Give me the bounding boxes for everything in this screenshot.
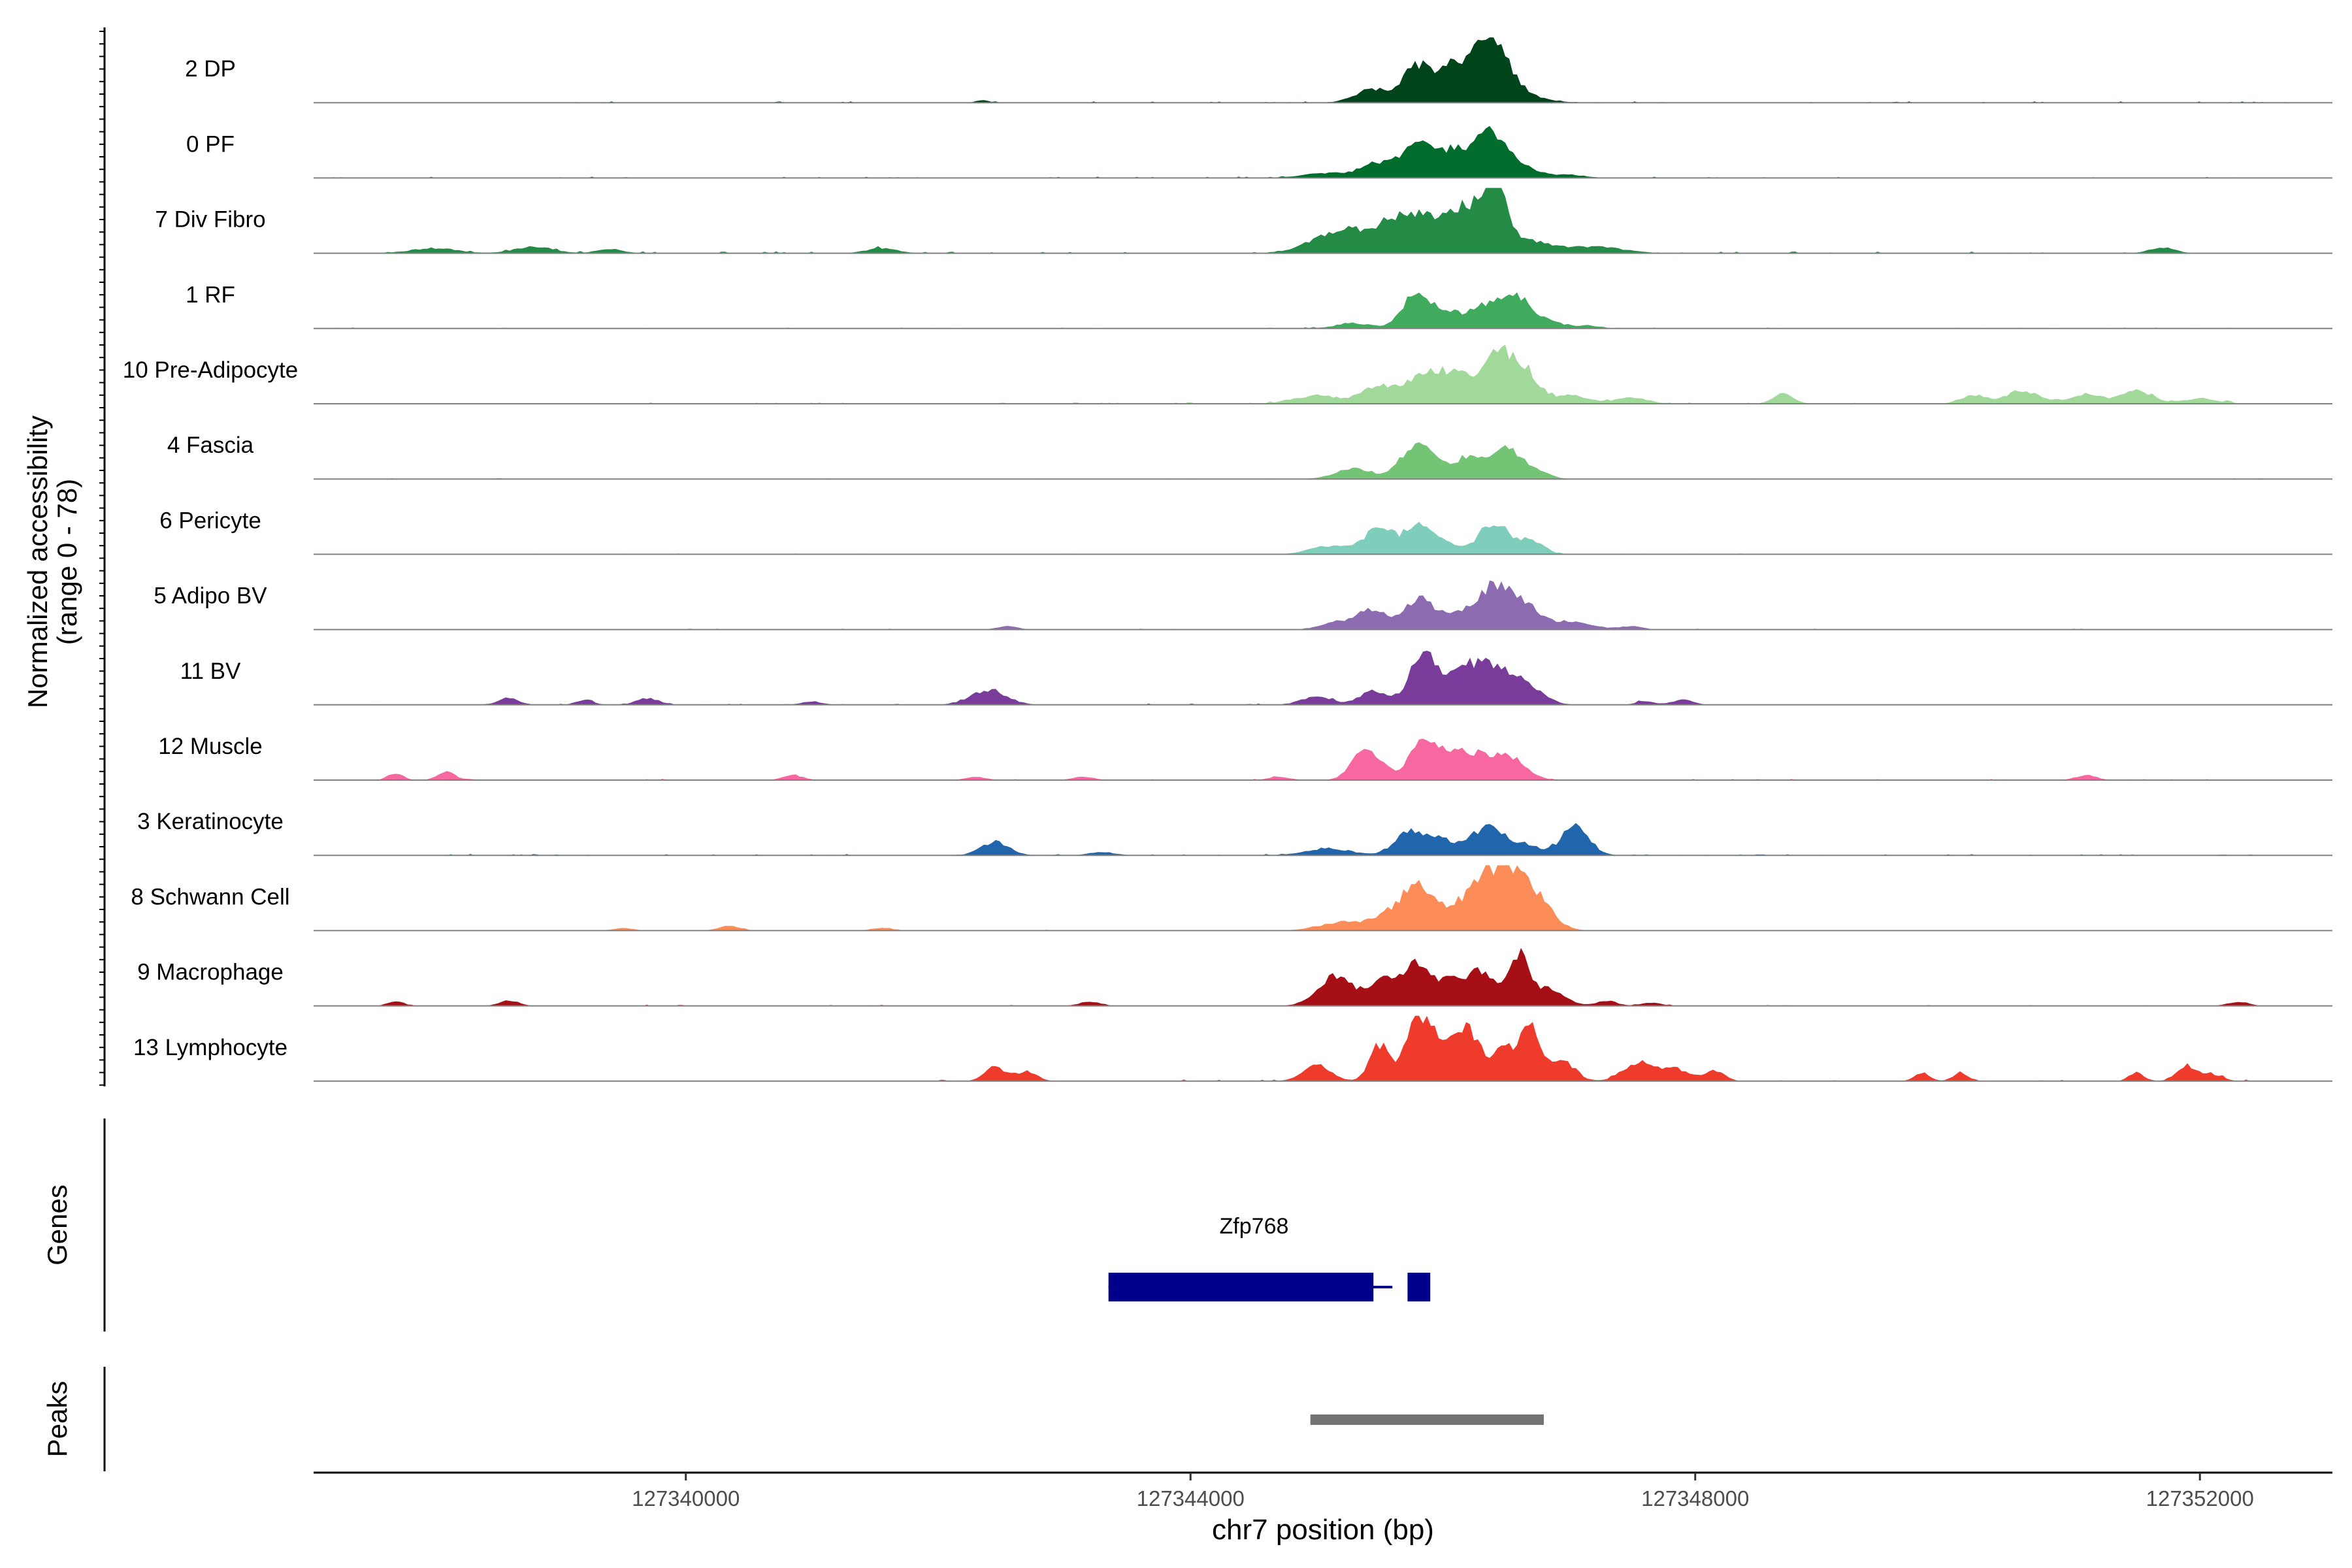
track-6: 6 Pericyte xyxy=(159,508,2332,555)
track-label: 4 Fascia xyxy=(167,433,254,458)
track-coverage-area xyxy=(314,37,2332,103)
track-12: 9 Macrophage xyxy=(137,947,2332,1007)
genes-panel-title: Genes xyxy=(42,1184,73,1266)
track-9: 12 Muscle xyxy=(158,734,2332,781)
gene-models: Zfp768 xyxy=(1108,1214,1431,1301)
track-coverage-area xyxy=(314,442,2332,480)
track-coverage-area xyxy=(314,947,2332,1006)
track-1: 0 PF xyxy=(186,125,2332,179)
track-coverage-area xyxy=(314,344,2332,404)
peaks-panel: Peaks xyxy=(42,1367,1544,1471)
track-label: 3 Keratinocyte xyxy=(137,809,284,834)
track-label: 5 Adipo BV xyxy=(154,583,267,609)
track-label: 11 BV xyxy=(180,659,241,684)
track-label: 8 Schwann Cell xyxy=(131,884,289,909)
track-label: 2 DP xyxy=(185,56,236,82)
track-11: 8 Schwann Cell xyxy=(131,865,2332,932)
peak-regions xyxy=(1310,1414,1544,1425)
gene-model: Zfp768 xyxy=(1108,1214,1431,1301)
track-4: 10 Pre-Adipocyte xyxy=(123,344,2332,404)
track-7: 5 Adipo BV xyxy=(154,580,2332,630)
track-0: 2 DP xyxy=(185,37,2332,104)
x-tick-label: 127352000 xyxy=(2146,1486,2254,1511)
track-coverage-area xyxy=(314,188,2332,253)
track-2: 7 Div Fibro xyxy=(155,188,2332,254)
track-label: 6 Pericyte xyxy=(159,508,261,533)
x-tick-label: 127340000 xyxy=(632,1486,740,1511)
gene-exon xyxy=(1407,1273,1431,1301)
track-3: 1 RF xyxy=(186,282,2332,329)
x-axis-title: chr7 position (bp) xyxy=(1212,1514,1434,1546)
coverage-tracks: 2 DP 0 PF 7 Div Fibro 1 RF 10 Pre-Adipocyte 4… xyxy=(123,37,2332,1082)
track-coverage-area xyxy=(314,521,2332,555)
x-axis: 127340000 127344000 127348000 127352000 chr… xyxy=(314,1471,2332,1546)
x-axis-ticks: 127340000 127344000 127348000 127352000 xyxy=(632,1473,2254,1511)
track-label: 0 PF xyxy=(186,131,235,157)
track-coverage-area xyxy=(314,580,2332,630)
track-8: 11 BV xyxy=(180,651,2332,706)
track-coverage-area xyxy=(314,125,2332,178)
track-label: 1 RF xyxy=(186,282,235,308)
track-label: 7 Div Fibro xyxy=(155,207,265,233)
peak-region xyxy=(1310,1414,1544,1425)
y-axis: Normalized accessibility (range 0 - 78) xyxy=(22,27,106,1086)
y-axis-subtitle: (range 0 - 78) xyxy=(52,479,82,645)
track-5: 4 Fascia xyxy=(167,433,2332,480)
y-axis-title: Normalized accessibility xyxy=(22,416,53,708)
track-coverage-area xyxy=(314,823,2332,856)
y-axis-ticks xyxy=(99,31,105,1086)
track-label: 13 Lymphocyte xyxy=(133,1035,287,1060)
track-13: 13 Lymphocyte xyxy=(133,1015,2332,1082)
gene-name: Zfp768 xyxy=(1220,1214,1289,1239)
track-coverage-area xyxy=(314,292,2332,329)
peaks-panel-title: Peaks xyxy=(42,1381,73,1458)
track-coverage-area xyxy=(314,865,2332,931)
x-tick-label: 127344000 xyxy=(1137,1486,1245,1511)
track-label: 12 Muscle xyxy=(158,734,263,759)
x-tick-label: 127348000 xyxy=(1641,1486,1749,1511)
track-coverage-area xyxy=(314,1015,2332,1081)
genes-panel: Genes Zfp768 xyxy=(42,1119,1431,1331)
track-10: 3 Keratinocyte xyxy=(137,809,2332,857)
track-coverage-area xyxy=(314,651,2332,705)
track-label: 9 Macrophage xyxy=(137,960,284,985)
track-label: 10 Pre-Adipocyte xyxy=(123,357,298,383)
track-coverage-area xyxy=(314,738,2332,780)
gene-exon xyxy=(1108,1273,1374,1301)
